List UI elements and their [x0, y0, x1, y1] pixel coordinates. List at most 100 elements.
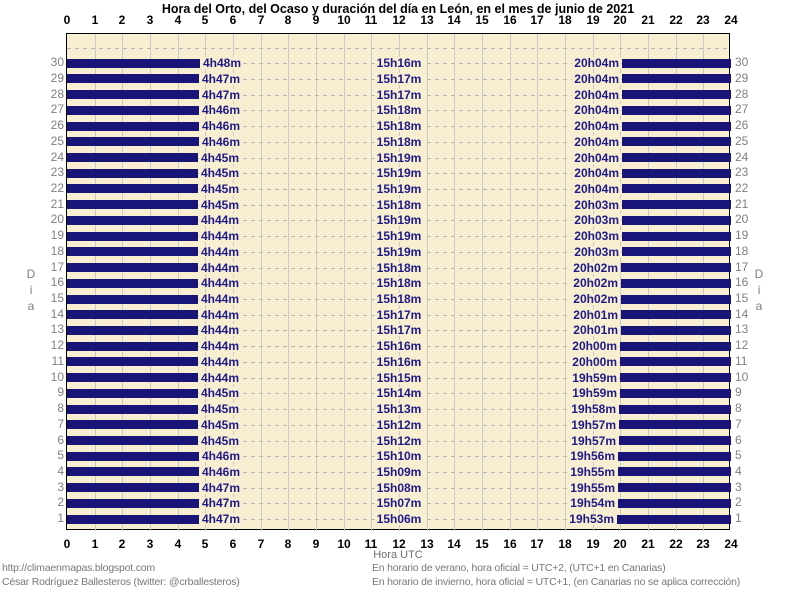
night-bar-left [67, 373, 198, 382]
sunrise-label: 4h47m [200, 496, 243, 510]
night-bar-right [622, 184, 731, 193]
night-bar-left [67, 310, 198, 319]
night-bar-right [617, 515, 731, 524]
daylength-label: 15h18m [374, 292, 424, 306]
hour-gridline [427, 34, 428, 531]
hour-tick-top: 22 [669, 13, 683, 27]
hour-gridline [510, 34, 511, 531]
night-bar-right [622, 200, 731, 209]
hour-tick-top: 24 [724, 13, 738, 27]
hour-tick-bottom: 16 [503, 537, 517, 551]
day-tick-left: 5 [57, 448, 64, 462]
daylength-label: 15h15m [374, 371, 424, 385]
footer-note-summer: En horario de verano, hora oficial = UTC… [372, 562, 666, 574]
daylength-label: 15h16m [374, 56, 424, 70]
hour-gridline [316, 34, 317, 531]
hour-tick-bottom: 8 [284, 537, 292, 551]
night-bar-right [618, 499, 731, 508]
day-tick-left: 3 [57, 480, 64, 494]
daylength-label: 15h06m [374, 512, 424, 526]
sunrise-label: 4h46m [200, 449, 243, 463]
sunset-label: 19h55m [568, 481, 617, 495]
sunrise-label: 4h45m [199, 151, 242, 165]
sunset-label: 20h03m [572, 229, 621, 243]
hour-tick-bottom: 22 [669, 537, 683, 551]
sunrise-label: 4h46m [200, 135, 243, 149]
night-bar-right [620, 373, 731, 382]
night-bar-right [618, 452, 731, 461]
hour-tick-top: 9 [312, 13, 320, 27]
sunrise-label: 4h44m [199, 261, 242, 275]
night-bar-right [621, 263, 731, 272]
night-bar-right [621, 310, 731, 319]
hour-tick-top: 7 [257, 13, 265, 27]
sunset-label: 19h58m [569, 402, 618, 416]
chart-title: Hora del Orto, del Ocaso y duración del … [161, 2, 635, 16]
daylength-label: 15h18m [374, 103, 424, 117]
sunset-label: 20h03m [572, 245, 621, 259]
night-bar-left [67, 169, 198, 178]
day-tick-left: 17 [50, 260, 64, 274]
footer-note-winter: En horario de invierno, hora oficial = U… [372, 576, 741, 588]
hour-tick-bottom: 9 [312, 537, 320, 551]
hour-gridline [371, 34, 372, 531]
sunrise-label: 4h44m [199, 339, 242, 353]
sunrise-label: 4h45m [199, 418, 242, 432]
day-tick-left: 26 [50, 118, 64, 132]
daylength-label: 15h17m [374, 323, 424, 337]
hour-gridline [620, 34, 621, 531]
night-bar-left [67, 342, 198, 351]
day-tick-left: 9 [57, 385, 64, 399]
hour-tick-top: 1 [91, 13, 99, 27]
night-bar-left [67, 405, 198, 414]
day-tick-right: 10 [735, 370, 749, 384]
hour-tick-top: 0 [63, 13, 71, 27]
night-bar-right [621, 295, 731, 304]
daylength-label: 15h17m [374, 72, 424, 86]
daylength-label: 15h19m [374, 166, 424, 180]
night-bar-left [67, 389, 198, 398]
sunset-label: 19h57m [569, 434, 618, 448]
hour-tick-top: 14 [447, 13, 461, 27]
day-tick-right: 5 [735, 448, 742, 462]
day-tick-left: 28 [50, 87, 64, 101]
y-axis-label-left: D í a [26, 267, 36, 313]
daylength-label: 15h07m [374, 496, 424, 510]
night-bar-right [621, 279, 731, 288]
sunrise-label: 4h44m [199, 213, 242, 227]
day-tick-right: 19 [735, 228, 749, 242]
sunset-label: 20h01m [571, 323, 620, 337]
night-bar-left [67, 200, 198, 209]
night-bar-left [67, 295, 198, 304]
hour-tick-top: 11 [364, 13, 378, 27]
hour-gridline [261, 34, 262, 531]
daylength-label: 15h17m [374, 88, 424, 102]
day-tick-right: 12 [735, 338, 749, 352]
day-tick-left: 13 [50, 322, 64, 336]
day-tick-left: 23 [50, 165, 64, 179]
day-tick-right: 30 [735, 55, 749, 69]
night-bar-left [67, 216, 198, 225]
hour-tick-top: 15 [475, 13, 489, 27]
hour-tick-top: 13 [420, 13, 434, 27]
plot-area: 4h48m 15h16m 20h04m 4h47m 15h17m 20h04m 4h47m 1… [66, 33, 731, 531]
day-tick-right: 22 [735, 181, 749, 195]
day-tick-right: 26 [735, 118, 749, 132]
day-tick-left: 25 [50, 134, 64, 148]
sunset-label: 20h04m [572, 88, 621, 102]
night-bar-right [620, 357, 731, 366]
night-bar-right [621, 326, 731, 335]
daylength-label: 15h17m [374, 308, 424, 322]
hour-tick-bottom: 20 [613, 537, 627, 551]
day-tick-right: 24 [735, 150, 749, 164]
sunrise-label: 4h46m [200, 465, 243, 479]
hour-tick-top: 12 [392, 13, 406, 27]
night-bar-left [67, 499, 199, 508]
sunset-label: 20h00m [570, 339, 619, 353]
sunset-label: 20h01m [571, 308, 620, 322]
sunset-label: 20h00m [570, 355, 619, 369]
x-axis-label: Hora UTC [373, 549, 423, 561]
hour-tick-top: 23 [696, 13, 710, 27]
hour-gridline [537, 34, 538, 531]
